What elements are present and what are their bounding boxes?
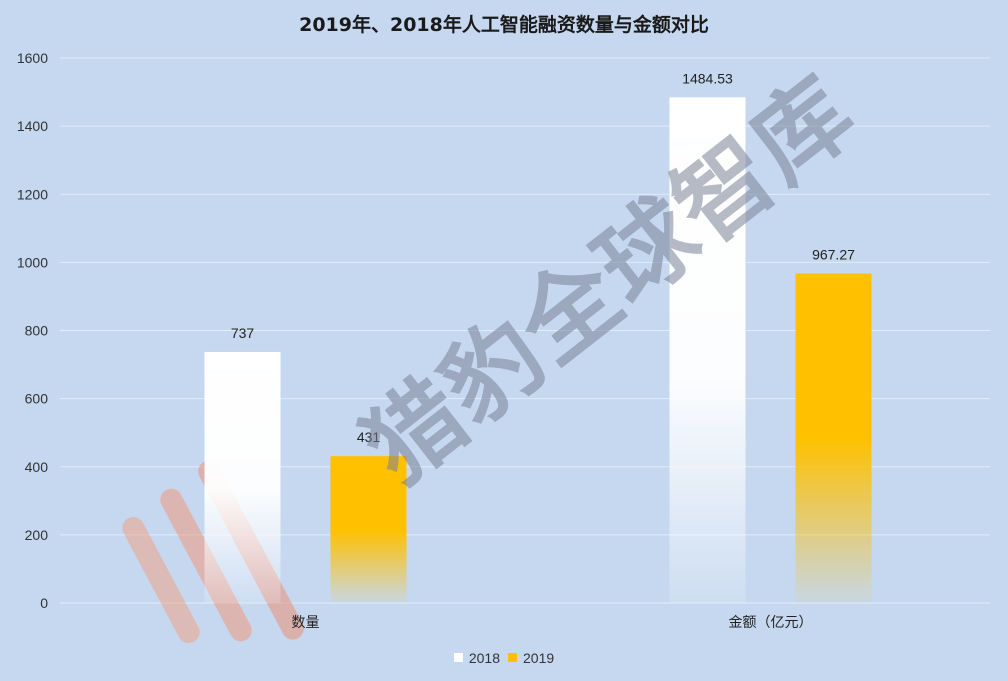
y-tick-label: 1400 [17, 118, 48, 134]
y-tick-label: 0 [40, 595, 48, 611]
data-label: 967.27 [812, 247, 855, 263]
data-label: 431 [357, 429, 381, 445]
legend: 2018 2019 [0, 649, 1008, 666]
chart-title: 2019年、2018年人工智能融资数量与金额对比 [299, 14, 709, 36]
y-tick-label: 1600 [17, 50, 48, 66]
bars [204, 97, 872, 603]
data-labels: 737 431 1484.53 967.27 [231, 70, 855, 445]
legend-swatch [453, 653, 463, 662]
legend-swatch [508, 653, 517, 662]
bar-2019-0 [330, 456, 407, 603]
x-axis-categories: 数量 金额（亿元） [292, 615, 813, 631]
y-tick-label: 200 [25, 527, 49, 543]
legend-label: 2019 [523, 649, 555, 666]
y-tick-label: 600 [25, 391, 49, 407]
y-tick-label: 800 [25, 323, 49, 339]
data-label: 737 [231, 325, 255, 341]
legend-item-2018: 2018 [453, 649, 500, 666]
data-label: 1484.53 [682, 70, 733, 86]
y-tick-label: 1000 [17, 254, 48, 270]
legend-item-2019: 2019 [508, 650, 554, 666]
bar-2018-0 [204, 351, 281, 603]
legend-label: 2018 [468, 649, 500, 666]
bar-2018-1 [669, 97, 746, 603]
category-label: 金额（亿元） [729, 615, 813, 631]
y-axis-ticks: 0 200 400 600 800 1000 1200 1400 1600 [17, 50, 48, 611]
category-label: 数量 [292, 615, 320, 631]
bar-2019-1 [795, 273, 872, 603]
y-tick-label: 1200 [17, 186, 48, 202]
y-tick-label: 400 [25, 459, 49, 475]
